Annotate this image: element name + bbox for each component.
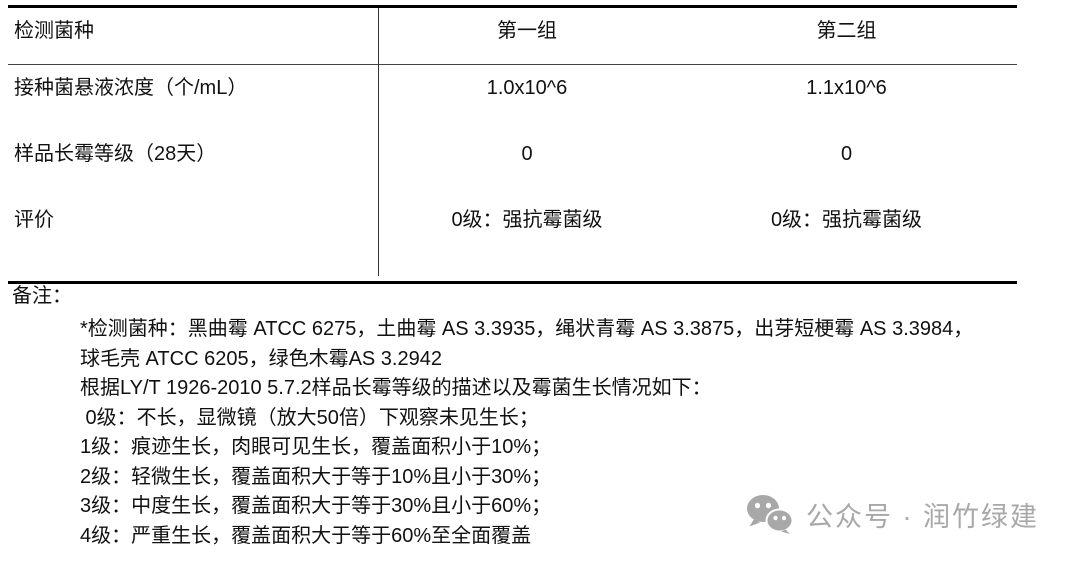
notes-title: 备注： [12, 285, 72, 307]
table-row-mold-grade: 样品长霉等级（28天） 0 0 [8, 129, 1017, 195]
row-label: 接种菌悬液浓度（个/mL） [14, 77, 248, 99]
note-line-grade2: 2级：轻微生长，覆盖面积大于等于10%且小于30%； [80, 465, 552, 488]
results-table: 检测菌种 第一组 第二组 接种菌悬液浓度（个/mL） 1.0x10^6 1.1x… [8, 5, 1017, 284]
row-label: 评价 [14, 209, 54, 231]
row-label: 样品长霉等级（28天） [14, 143, 217, 165]
note-line-grade4: 4级：严重生长，覆盖面积大于等于60%至全面覆盖 [80, 524, 532, 547]
row-value-group1: 0 [521, 143, 533, 165]
note-line-species2: 球毛壳 ATCC 6205，绿色木霉AS 3.2942 [80, 347, 442, 370]
header-species: 检测菌种 [14, 20, 94, 42]
header-group2: 第二组 [816, 20, 877, 42]
table-column-divider [378, 8, 379, 276]
row-value-group1: 1.0x10^6 [486, 77, 568, 99]
table-header-row: 检测菌种 第一组 第二组 [8, 8, 1017, 65]
wechat-icon [747, 495, 793, 534]
row-value-group2: 0 [840, 143, 853, 165]
row-value-group1: 0级：强抗霉菌级 [451, 209, 603, 231]
table-row-concentration: 接种菌悬液浓度（个/mL） 1.0x10^6 1.1x10^6 [8, 65, 1017, 129]
watermark-text: 公众号 · 润竹绿建 [806, 501, 1039, 532]
note-line-grade0: 0级：不长，显微镜（放大50倍）下观察未见生长； [80, 406, 539, 429]
watermark: 公众号 · 润竹绿建 [746, 494, 1039, 534]
notes-block: *检测菌种：黑曲霉 ATCC 6275，土曲霉 AS 3.3935，绳状青霉 A… [80, 315, 973, 551]
note-line-standard: 根据LY/T 1926-2010 5.7.2样品长霉等级的描述以及霉菌生长情况如… [80, 377, 712, 399]
note-line-species: *检测菌种：黑曲霉 ATCC 6275，土曲霉 AS 3.3935，绳状青霉 A… [80, 318, 974, 340]
note-line-grade3: 3级：中度生长，覆盖面积大于等于30%且小于60%； [80, 495, 552, 517]
row-value-group2: 1.1x10^6 [806, 77, 887, 99]
note-line-grade1: 1级：痕迹生长，肉眼可见生长，覆盖面积小于10%； [80, 436, 552, 458]
header-group1: 第一组 [497, 20, 557, 42]
table-row-evaluation: 评价 0级：强抗霉菌级 0级：强抗霉菌级 [8, 195, 1017, 278]
row-value-group2: 0级：强抗霉菌级 [770, 209, 923, 231]
